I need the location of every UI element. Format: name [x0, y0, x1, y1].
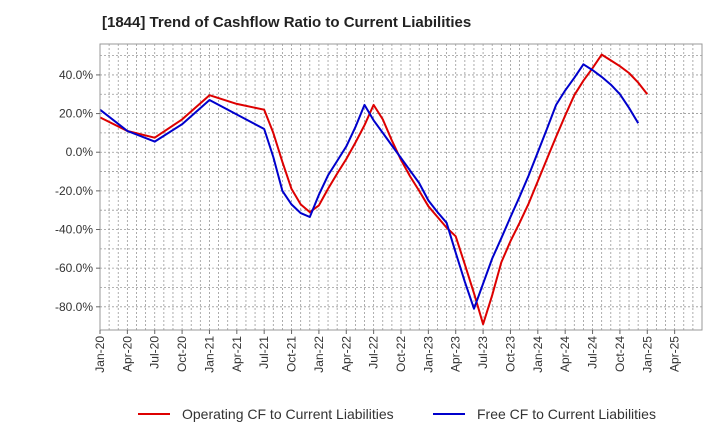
- x-tick-label: Apr-23: [449, 336, 463, 372]
- x-tick-label: Oct-24: [613, 336, 627, 372]
- y-tick-label: 20.0%: [59, 107, 93, 121]
- x-tick-label: Oct-22: [394, 336, 408, 372]
- x-tick-label: Oct-21: [285, 336, 299, 372]
- x-tick-label: Jan-21: [202, 336, 216, 373]
- x-tick-label: Apr-25: [668, 336, 682, 372]
- series-line-2: [99, 63, 640, 310]
- series-lines: [99, 53, 649, 326]
- y-axis-ticks: 40.0% 20.0% 0.0% -20.0% -40.0% -60.0% -80.0%: [55, 68, 100, 314]
- x-tick-label: Oct-23: [503, 336, 517, 372]
- y-tick-label: 0.0%: [66, 145, 94, 159]
- x-axis-ticks: Jan-20 Apr-20 Jul-20 Oct-20 Jan-21 Apr-21 Jul-…: [93, 330, 682, 373]
- x-tick-label: Jul-22: [367, 336, 381, 369]
- legend-label-1: Operating CF to Current Liabilities: [182, 406, 394, 422]
- series-line-1: [99, 53, 649, 326]
- y-tick-label: -60.0%: [55, 261, 93, 275]
- x-tick-label: Apr-24: [558, 336, 572, 372]
- y-tick-label: -20.0%: [55, 184, 93, 198]
- y-tick-label: 40.0%: [59, 68, 93, 82]
- y-tick-label: -40.0%: [55, 223, 93, 237]
- x-tick-label: Jan-23: [421, 336, 435, 373]
- legend-label-2: Free CF to Current Liabilities: [477, 406, 656, 422]
- x-tick-label: Jul-20: [148, 336, 162, 369]
- chart-title: [1844] Trend of Cashflow Ratio to Curren…: [102, 14, 472, 31]
- y-tick-label: -80.0%: [55, 300, 93, 314]
- plot-area-background: [100, 44, 702, 330]
- x-tick-label: Jul-24: [586, 336, 600, 369]
- x-tick-label: Jan-22: [312, 336, 326, 373]
- x-tick-label: Jul-23: [476, 336, 490, 369]
- x-tick-label: Oct-20: [175, 336, 189, 372]
- x-tick-label: Apr-21: [230, 336, 244, 372]
- legend: Operating CF to Current Liabilities Free …: [138, 406, 656, 422]
- x-tick-label: Apr-22: [339, 336, 353, 372]
- grid: [100, 44, 702, 330]
- x-tick-label: Jul-21: [257, 336, 271, 369]
- x-tick-label: Apr-20: [120, 336, 134, 372]
- x-tick-label: Jan-24: [531, 336, 545, 373]
- x-tick-label: Jan-25: [640, 336, 654, 373]
- x-tick-label: Jan-20: [93, 336, 107, 373]
